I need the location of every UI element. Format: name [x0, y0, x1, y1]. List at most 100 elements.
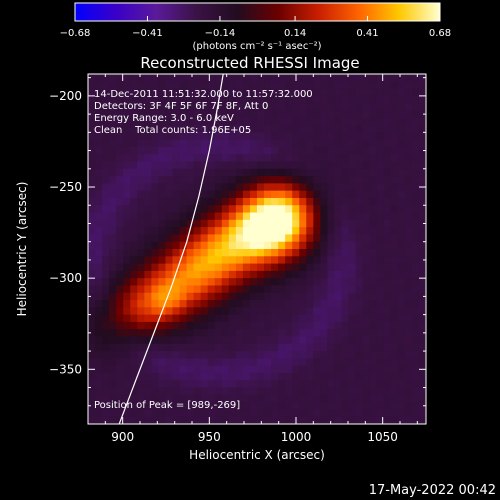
heatmap-cell: [257, 161, 265, 170]
heatmap-cell: [390, 402, 399, 411]
heatmap-cell: [362, 270, 371, 279]
heatmap-cell: [165, 380, 174, 389]
heatmap-cell: [228, 125, 237, 133]
heatmap-cell: [313, 88, 321, 97]
heatmap-cell: [109, 358, 117, 367]
heatmap-cell: [158, 314, 167, 323]
heatmap-cell: [327, 227, 336, 236]
heatmap-cell: [306, 205, 314, 214]
heatmap-cell: [102, 103, 110, 112]
heatmap-cell: [95, 263, 103, 272]
heatmap-cell: [411, 300, 420, 308]
heatmap-cell: [186, 161, 195, 170]
heatmap-cell: [88, 387, 96, 396]
heatmap-cell: [278, 329, 286, 338]
heatmap-cell: [334, 256, 343, 265]
heatmap-cell: [418, 74, 426, 82]
heatmap-cell: [264, 103, 272, 112]
heatmap-cell: [418, 387, 426, 396]
heatmap-cell: [327, 416, 336, 424]
heatmap-cell: [306, 197, 314, 206]
heatmap-image: [88, 74, 426, 424]
heatmap-cell: [348, 278, 357, 287]
heatmap-cell: [88, 103, 96, 112]
heatmap-cell: [179, 227, 188, 236]
heatmap-cell: [411, 416, 420, 424]
heatmap-cell: [200, 263, 209, 272]
heatmap-cell: [102, 372, 110, 381]
heatmap-cell: [264, 329, 272, 338]
heatmap-cell: [369, 117, 378, 126]
heatmap-cell: [242, 117, 251, 126]
heatmap-cell: [172, 88, 181, 97]
heatmap-cell: [207, 336, 216, 345]
heatmap-cell: [165, 227, 174, 236]
heatmap-cell: [341, 74, 350, 82]
heatmap-cell: [249, 205, 258, 214]
heatmap-cell: [116, 139, 124, 148]
heatmap-cell: [200, 270, 209, 279]
heatmap-cell: [264, 227, 272, 236]
heatmap-cell: [411, 409, 420, 418]
heatmap-cell: [193, 402, 202, 411]
heatmap-cell: [228, 358, 237, 367]
heatmap-cell: [390, 234, 399, 243]
heatmap-cell: [214, 227, 223, 236]
heatmap-cell: [285, 372, 293, 381]
heatmap-cell: [320, 372, 329, 381]
heatmap-cell: [362, 95, 371, 104]
heatmap-cell: [369, 365, 378, 374]
heatmap-cell: [186, 307, 195, 316]
heatmap-cell: [95, 409, 103, 418]
heatmap-cell: [369, 168, 378, 177]
heatmap-cell: [285, 263, 293, 272]
heatmap-cell: [257, 307, 265, 316]
heatmap-cell: [306, 168, 314, 177]
heatmap-cell: [242, 219, 251, 228]
heatmap-cell: [137, 146, 145, 155]
heatmap-cell: [228, 278, 237, 287]
heatmap-cell: [404, 205, 413, 214]
heatmap-cell: [207, 95, 216, 104]
heatmap-cell: [158, 394, 167, 403]
heatmap-cell: [362, 176, 371, 184]
heatmap-cell: [348, 343, 357, 352]
heatmap-cell: [327, 205, 336, 214]
heatmap-cell: [186, 205, 195, 214]
heatmap-cell: [130, 351, 138, 359]
heatmap-cell: [165, 234, 174, 243]
heatmap-cell: [172, 205, 181, 214]
heatmap-cell: [95, 154, 103, 163]
heatmap-cell: [172, 219, 181, 228]
heatmap-cell: [397, 212, 406, 221]
heatmap-cell: [88, 95, 96, 104]
heatmap-cell: [214, 380, 223, 389]
heatmap-cell: [151, 95, 160, 104]
heatmap-cell: [130, 409, 138, 418]
heatmap-cell: [249, 88, 258, 97]
heatmap-cell: [109, 314, 117, 323]
heatmap-cell: [348, 161, 357, 170]
heatmap-cell: [151, 351, 160, 359]
heatmap-cell: [369, 154, 378, 163]
heatmap-cell: [404, 183, 413, 192]
heatmap-cell: [355, 351, 364, 359]
heatmap-cell: [186, 270, 195, 279]
heatmap-cell: [242, 183, 251, 192]
heatmap-cell: [95, 343, 103, 352]
heatmap-cell: [271, 263, 279, 272]
heatmap-cell: [228, 197, 237, 206]
heatmap-cell: [257, 190, 265, 199]
heatmap-cell: [383, 176, 392, 184]
heatmap-cell: [383, 270, 392, 279]
heatmap-cell: [285, 256, 293, 265]
heatmap-cell: [151, 241, 160, 250]
heatmap-cell: [306, 125, 314, 133]
heatmap-cell: [334, 103, 343, 112]
heatmap-cell: [278, 285, 286, 294]
heatmap-cell: [264, 358, 272, 367]
heatmap-cell: [123, 241, 131, 250]
heatmap-cell: [320, 292, 329, 301]
heatmap-cell: [193, 307, 202, 316]
